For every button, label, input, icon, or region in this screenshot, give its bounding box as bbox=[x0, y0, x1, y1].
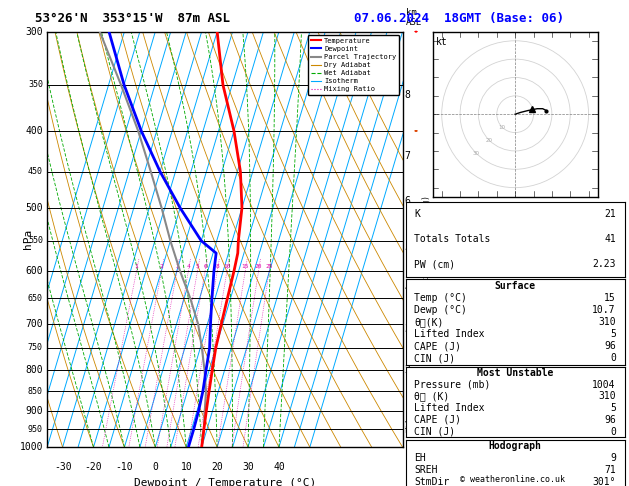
Text: 310: 310 bbox=[598, 317, 616, 327]
Text: 5: 5 bbox=[404, 242, 410, 252]
Text: 5: 5 bbox=[610, 403, 616, 413]
Text: 800: 800 bbox=[25, 365, 43, 375]
Text: 5: 5 bbox=[610, 329, 616, 339]
Text: Lifted Index: Lifted Index bbox=[415, 403, 485, 413]
Text: 96: 96 bbox=[604, 341, 616, 351]
Text: -30: -30 bbox=[54, 462, 72, 472]
Text: 15: 15 bbox=[604, 293, 616, 303]
Text: 8: 8 bbox=[404, 89, 410, 100]
Text: Hodograph: Hodograph bbox=[489, 441, 542, 451]
Text: 25: 25 bbox=[265, 264, 273, 269]
Text: © weatheronline.co.uk: © weatheronline.co.uk bbox=[460, 474, 565, 484]
Text: 850: 850 bbox=[28, 386, 43, 396]
Text: 10: 10 bbox=[499, 125, 506, 130]
Text: 3: 3 bbox=[175, 264, 179, 269]
Text: 1000: 1000 bbox=[19, 442, 43, 452]
Text: Temp (°C): Temp (°C) bbox=[415, 293, 467, 303]
Text: kt: kt bbox=[436, 36, 448, 47]
Text: 0: 0 bbox=[152, 462, 159, 472]
Text: LCL: LCL bbox=[404, 426, 420, 434]
Text: km
ASL: km ASL bbox=[406, 8, 422, 27]
Text: 15: 15 bbox=[242, 264, 249, 269]
Text: 550: 550 bbox=[28, 236, 43, 245]
Text: 950: 950 bbox=[28, 425, 43, 434]
Text: CIN (J): CIN (J) bbox=[415, 427, 455, 436]
Text: 0: 0 bbox=[610, 427, 616, 436]
Text: θᴇ(K): θᴇ(K) bbox=[415, 317, 444, 327]
Text: 20: 20 bbox=[255, 264, 262, 269]
Text: Surface: Surface bbox=[494, 280, 536, 291]
Text: 07.06.2024  18GMT (Base: 06): 07.06.2024 18GMT (Base: 06) bbox=[354, 12, 564, 25]
Text: 9: 9 bbox=[610, 453, 616, 463]
Text: 10: 10 bbox=[223, 264, 231, 269]
Text: EH: EH bbox=[415, 453, 426, 463]
Legend: Temperature, Dewpoint, Parcel Trajectory, Dry Adiabat, Wet Adiabat, Isotherm, Mi: Temperature, Dewpoint, Parcel Trajectory… bbox=[308, 35, 399, 95]
Text: 6: 6 bbox=[404, 196, 410, 206]
Text: 40: 40 bbox=[273, 462, 285, 472]
Text: 2.23: 2.23 bbox=[593, 260, 616, 269]
Text: CAPE (J): CAPE (J) bbox=[415, 341, 462, 351]
Text: -20: -20 bbox=[85, 462, 103, 472]
Text: 30: 30 bbox=[473, 151, 480, 156]
Text: 41: 41 bbox=[604, 234, 616, 244]
Text: 300: 300 bbox=[25, 27, 43, 36]
Text: 5: 5 bbox=[196, 264, 199, 269]
Text: 650: 650 bbox=[28, 294, 43, 303]
Text: 10: 10 bbox=[181, 462, 192, 472]
Text: Most Unstable: Most Unstable bbox=[477, 368, 554, 378]
Text: 350: 350 bbox=[28, 80, 43, 89]
Text: 1: 1 bbox=[135, 264, 138, 269]
Text: 20: 20 bbox=[211, 462, 223, 472]
Text: 310: 310 bbox=[598, 391, 616, 401]
Text: 3: 3 bbox=[404, 324, 410, 334]
Text: 96: 96 bbox=[604, 415, 616, 425]
Text: 8: 8 bbox=[215, 264, 219, 269]
Text: Totals Totals: Totals Totals bbox=[415, 234, 491, 244]
Text: Pressure (mb): Pressure (mb) bbox=[415, 380, 491, 390]
Text: 1004: 1004 bbox=[593, 380, 616, 390]
Text: 500: 500 bbox=[25, 203, 43, 213]
Text: 30: 30 bbox=[242, 462, 254, 472]
Text: SREH: SREH bbox=[415, 465, 438, 475]
Text: CIN (J): CIN (J) bbox=[415, 353, 455, 364]
Text: 7: 7 bbox=[404, 151, 410, 161]
Text: 53°26'N  353°15'W  87m ASL: 53°26'N 353°15'W 87m ASL bbox=[35, 12, 230, 25]
Text: 4: 4 bbox=[187, 264, 191, 269]
Text: 400: 400 bbox=[25, 126, 43, 136]
Text: Lifted Index: Lifted Index bbox=[415, 329, 485, 339]
Text: 4: 4 bbox=[404, 283, 410, 293]
Text: θᴇ (K): θᴇ (K) bbox=[415, 391, 450, 401]
Text: K: K bbox=[415, 209, 420, 219]
Text: Dewpoint / Temperature (°C): Dewpoint / Temperature (°C) bbox=[134, 478, 316, 486]
Text: 1: 1 bbox=[404, 421, 410, 431]
Text: 71: 71 bbox=[604, 465, 616, 475]
Text: 900: 900 bbox=[25, 406, 43, 416]
Text: hPa: hPa bbox=[23, 229, 33, 249]
Text: 6: 6 bbox=[203, 264, 207, 269]
Text: CAPE (J): CAPE (J) bbox=[415, 415, 462, 425]
Text: 600: 600 bbox=[25, 266, 43, 276]
Text: 450: 450 bbox=[28, 167, 43, 176]
Text: 750: 750 bbox=[28, 343, 43, 352]
Text: 20: 20 bbox=[486, 138, 493, 143]
Text: StmDir: StmDir bbox=[415, 477, 450, 486]
Text: 301°: 301° bbox=[593, 477, 616, 486]
Text: 700: 700 bbox=[25, 319, 43, 329]
Text: 2: 2 bbox=[160, 264, 164, 269]
Text: 0: 0 bbox=[610, 353, 616, 364]
Text: Dewp (°C): Dewp (°C) bbox=[415, 305, 467, 315]
Text: -10: -10 bbox=[116, 462, 133, 472]
Text: 21: 21 bbox=[604, 209, 616, 219]
Text: 10.7: 10.7 bbox=[593, 305, 616, 315]
Text: PW (cm): PW (cm) bbox=[415, 260, 455, 269]
Text: 2: 2 bbox=[404, 365, 410, 375]
Text: Mixing Ratio (g/kg): Mixing Ratio (g/kg) bbox=[422, 195, 431, 283]
